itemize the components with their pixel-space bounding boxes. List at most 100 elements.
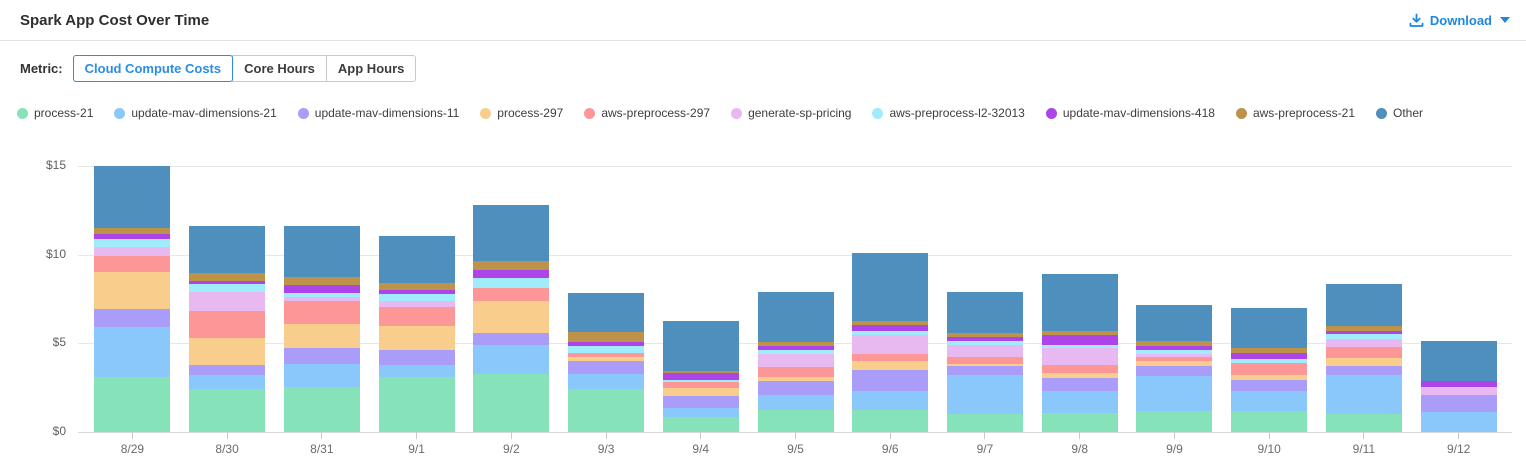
bar-segment-update-mav-dimensions-21[interactable] — [378, 364, 455, 378]
bar-segment-process-297[interactable] — [1231, 374, 1308, 380]
bar-segment-generate-sp-pricing[interactable] — [1420, 386, 1497, 395]
bar-segment-update-mav-dimensions-21[interactable] — [568, 373, 645, 389]
bar-segment-update-mav-dimensions-11[interactable] — [1041, 378, 1118, 392]
bar-group-9-9[interactable] — [1136, 304, 1213, 432]
bar-segment-process-21[interactable] — [1325, 413, 1402, 432]
bar-segment-other[interactable] — [94, 166, 171, 229]
download-button[interactable]: Download — [1409, 13, 1510, 28]
bar-segment-update-mav-dimensions-21[interactable] — [94, 327, 171, 378]
bar-segment-update-mav-dimensions-418[interactable] — [1325, 330, 1402, 334]
bar-segment-aws-preprocess-l2-32013[interactable] — [1325, 333, 1402, 339]
bar-segment-other[interactable] — [189, 226, 266, 274]
bar-segment-aws-preprocess-21[interactable] — [378, 282, 455, 290]
bar-segment-aws-preprocess-l2-32013[interactable] — [1231, 358, 1308, 364]
bar-segment-aws-preprocess-297[interactable] — [852, 354, 929, 362]
bar-group-9-11[interactable] — [1325, 284, 1402, 432]
bar-segment-update-mav-dimensions-11[interactable] — [757, 381, 834, 395]
bar-segment-update-mav-dimensions-11[interactable] — [1420, 394, 1497, 412]
bar-segment-aws-preprocess-l2-32013[interactable] — [94, 238, 171, 247]
bar-segment-process-297[interactable] — [568, 356, 645, 362]
bar-segment-update-mav-dimensions-21[interactable] — [189, 374, 266, 390]
bar-segment-process-21[interactable] — [568, 388, 645, 432]
bar-segment-other[interactable] — [1325, 284, 1402, 327]
bar-segment-other[interactable] — [1041, 274, 1118, 332]
bar-segment-aws-preprocess-l2-32013[interactable] — [378, 293, 455, 301]
bar-segment-update-mav-dimensions-418[interactable] — [852, 325, 929, 331]
bar-segment-process-21[interactable] — [473, 374, 550, 432]
bar-segment-process-297[interactable] — [473, 301, 550, 333]
legend-item-other[interactable]: Other — [1376, 106, 1423, 120]
legend-item-generate-sp-pricing[interactable]: generate-sp-pricing — [731, 106, 851, 120]
bar-segment-generate-sp-pricing[interactable] — [94, 246, 171, 256]
bar-segment-process-297[interactable] — [1136, 361, 1213, 366]
metric-button-app-hours[interactable]: App Hours — [325, 55, 417, 82]
bar-segment-update-mav-dimensions-418[interactable] — [1420, 380, 1497, 387]
metric-button-cloud-compute-costs[interactable]: Cloud Compute Costs — [72, 55, 234, 82]
bar-group-8-31[interactable] — [283, 226, 360, 432]
bar-segment-process-297[interactable] — [757, 377, 834, 382]
bar-segment-aws-preprocess-21[interactable] — [852, 321, 929, 326]
bar-group-9-1[interactable] — [378, 236, 455, 432]
legend-item-process-297[interactable]: process-297 — [480, 106, 563, 120]
bar-segment-aws-preprocess-297[interactable] — [378, 307, 455, 327]
bar-segment-process-297[interactable] — [283, 324, 360, 349]
bar-segment-update-mav-dimensions-11[interactable] — [568, 361, 645, 374]
bar-group-9-4[interactable] — [662, 320, 739, 432]
bar-segment-update-mav-dimensions-21[interactable] — [757, 394, 834, 410]
bar-group-9-2[interactable] — [473, 204, 550, 432]
bar-segment-aws-preprocess-l2-32013[interactable] — [1136, 349, 1213, 355]
bar-segment-process-21[interactable] — [1231, 410, 1308, 432]
bar-segment-update-mav-dimensions-21[interactable] — [662, 407, 739, 418]
bar-segment-update-mav-dimensions-11[interactable] — [1136, 365, 1213, 376]
legend-item-aws-preprocess-21[interactable]: aws-preprocess-21 — [1235, 106, 1355, 120]
bar-segment-aws-preprocess-l2-32013[interactable] — [283, 292, 360, 298]
bar-segment-process-297[interactable] — [1041, 373, 1118, 379]
bar-segment-generate-sp-pricing[interactable] — [946, 344, 1023, 358]
bar-segment-aws-preprocess-21[interactable] — [1325, 326, 1402, 331]
legend-item-aws-preprocess-l2-32013[interactable]: aws-preprocess-l2-32013 — [872, 106, 1025, 120]
bar-segment-aws-preprocess-21[interactable] — [473, 261, 550, 270]
bar-segment-generate-sp-pricing[interactable] — [1136, 354, 1213, 357]
bar-segment-update-mav-dimensions-418[interactable] — [662, 373, 739, 380]
bar-segment-update-mav-dimensions-11[interactable] — [378, 349, 455, 365]
bar-segment-aws-preprocess-297[interactable] — [662, 382, 739, 389]
bar-segment-aws-preprocess-l2-32013[interactable] — [473, 277, 550, 288]
bar-segment-process-297[interactable] — [946, 363, 1023, 367]
bar-segment-update-mav-dimensions-11[interactable] — [94, 308, 171, 328]
bar-segment-update-mav-dimensions-418[interactable] — [378, 289, 455, 294]
bar-segment-aws-preprocess-297[interactable] — [757, 367, 834, 378]
bar-segment-aws-preprocess-l2-32013[interactable] — [662, 379, 739, 383]
bar-segment-update-mav-dimensions-11[interactable] — [1231, 379, 1308, 391]
bar-segment-update-mav-dimensions-21[interactable] — [1231, 390, 1308, 411]
bar-group-9-6[interactable] — [852, 253, 929, 432]
bar-segment-aws-preprocess-297[interactable] — [473, 287, 550, 302]
bar-group-9-5[interactable] — [757, 292, 834, 432]
bar-segment-process-21[interactable] — [757, 409, 834, 432]
bar-segment-process-21[interactable] — [1041, 413, 1118, 432]
bar-segment-aws-preprocess-297[interactable] — [189, 310, 266, 339]
bar-segment-generate-sp-pricing[interactable] — [378, 300, 455, 308]
bar-segment-update-mav-dimensions-418[interactable] — [473, 269, 550, 278]
bar-segment-other[interactable] — [852, 253, 929, 322]
bar-segment-update-mav-dimensions-21[interactable] — [1041, 391, 1118, 414]
bar-segment-update-mav-dimensions-418[interactable] — [1231, 353, 1308, 359]
bar-segment-other[interactable] — [946, 292, 1023, 333]
bar-segment-other[interactable] — [378, 236, 455, 283]
bar-segment-process-297[interactable] — [1325, 357, 1402, 367]
bar-segment-generate-sp-pricing[interactable] — [189, 291, 266, 311]
bar-segment-process-21[interactable] — [946, 413, 1023, 432]
bar-segment-update-mav-dimensions-418[interactable] — [94, 234, 171, 239]
bar-segment-aws-preprocess-l2-32013[interactable] — [946, 340, 1023, 345]
bar-segment-update-mav-dimensions-21[interactable] — [1325, 375, 1402, 414]
bar-segment-update-mav-dimensions-418[interactable] — [757, 346, 834, 350]
bar-segment-aws-preprocess-21[interactable] — [568, 332, 645, 342]
metric-button-core-hours[interactable]: Core Hours — [232, 55, 327, 82]
bar-segment-aws-preprocess-l2-32013[interactable] — [189, 284, 266, 292]
legend-item-process-21[interactable]: process-21 — [17, 106, 93, 120]
bar-segment-update-mav-dimensions-418[interactable] — [189, 280, 266, 285]
bar-segment-update-mav-dimensions-418[interactable] — [946, 337, 1023, 341]
bar-segment-aws-preprocess-297[interactable] — [568, 353, 645, 357]
bar-segment-other[interactable] — [1136, 304, 1213, 342]
bar-segment-process-21[interactable] — [662, 417, 739, 432]
bar-segment-process-21[interactable] — [189, 389, 266, 432]
